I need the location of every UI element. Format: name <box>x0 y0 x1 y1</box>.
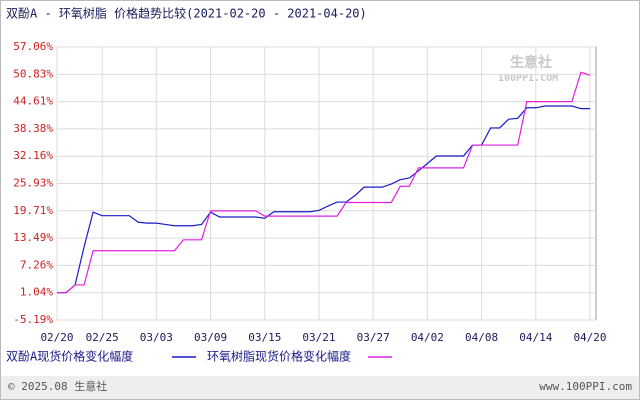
x-tick-label: 03/27 <box>357 331 390 344</box>
watermark-name: 生意社 <box>510 54 552 71</box>
y-tick-label: 1.04% <box>20 286 53 299</box>
x-tick-label: 03/09 <box>194 331 227 344</box>
y-tick-label: 32.16% <box>13 149 53 162</box>
x-tick-label: 04/02 <box>411 331 444 344</box>
x-tick-label: 04/14 <box>519 331 552 344</box>
y-tick-label: 44.61% <box>13 95 53 108</box>
x-tick-label: 03/21 <box>302 331 335 344</box>
x-tick-label: 04/20 <box>573 331 606 344</box>
legend-label: 双酚A现货价格变化幅度 <box>6 349 133 364</box>
y-tick-label: 13.49% <box>13 231 53 244</box>
x-tick-label: 03/15 <box>248 331 281 344</box>
x-tick-label: 02/25 <box>86 331 119 344</box>
x-tick-label: 02/20 <box>40 331 73 344</box>
footer-copyright: © 2025.08 生意社 <box>8 379 107 393</box>
x-tick-label: 04/08 <box>465 331 498 344</box>
y-tick-label: -5.19% <box>13 313 53 326</box>
y-tick-label: 57.06% <box>13 40 53 53</box>
watermark-url: 100PPI.COM <box>498 73 558 84</box>
y-tick-label: 7.26% <box>20 258 53 271</box>
y-tick-label: 25.93% <box>13 177 53 190</box>
y-tick-label: 50.83% <box>13 67 53 80</box>
footer-url: www.100PPI.com <box>539 380 632 393</box>
series-line <box>57 71 591 294</box>
footer <box>1 376 639 399</box>
series-line <box>57 105 590 294</box>
grid <box>56 46 596 321</box>
y-tick-label: 19.71% <box>13 204 53 217</box>
legend-label: 环氧树脂现货价格变化幅度 <box>207 349 351 364</box>
chart-title: 双酚A - 环氧树脂 价格趋势比较(2021-02-20 - 2021-04-2… <box>6 6 367 21</box>
y-tick-label: 38.38% <box>13 122 53 135</box>
x-tick-label: 03/03 <box>140 331 173 344</box>
